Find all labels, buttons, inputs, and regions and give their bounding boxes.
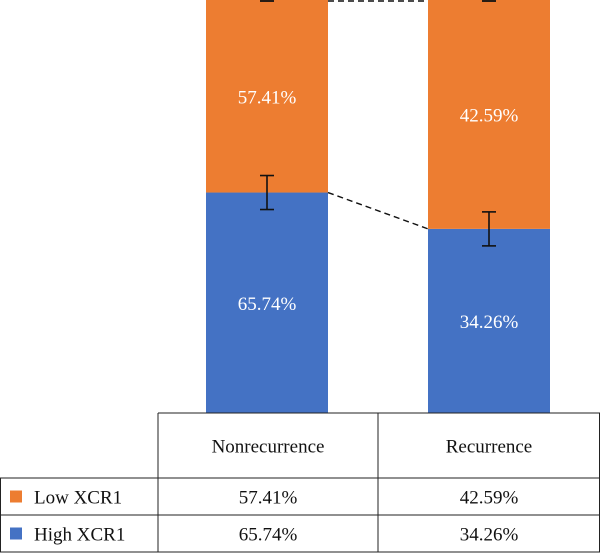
legend-swatch-low-xcr1 [10, 490, 22, 503]
bars-layer [206, 0, 550, 413]
bar-labels: 65.74% 57.41% 34.26% 42.59% [238, 87, 519, 333]
table-cell: 34.26% [460, 525, 519, 546]
connector-line-junction [327, 191, 429, 230]
bar-low-xcr1-recurrence [428, 0, 550, 229]
legend-swatch-high-xcr1 [10, 527, 22, 540]
bar-high-xcr1-recurrence [428, 228, 550, 413]
bar-label-high-xcr1-nonrecurrence: 65.74% [238, 294, 297, 315]
data-table: Nonrecurrence Recurrence Low XCR1 57.41% 42.… [0, 412, 600, 553]
error-bar-recurrence [482, 211, 496, 247]
legend-label-high-xcr1: High XCR1 [34, 525, 125, 546]
legend-label-low-xcr1: Low XCR1 [34, 488, 122, 509]
table-cell: 42.59% [460, 488, 519, 509]
bar-label-low-xcr1-nonrecurrence: 57.41% [238, 87, 297, 108]
connector-lines [327, 0, 429, 230]
table-cell: 57.41% [239, 488, 298, 509]
bar-high-xcr1-nonrecurrence [206, 192, 328, 413]
error-bars [260, 0, 496, 247]
table-header-recurrence: Recurrence [446, 437, 533, 458]
bar-low-xcr1-nonrecurrence [206, 0, 328, 193]
bar-label-high-xcr1-recurrence: 34.26% [460, 312, 519, 333]
table-header-nonrecurrence: Nonrecurrence [212, 437, 325, 458]
table-cell: 65.74% [239, 525, 298, 546]
bar-label-low-xcr1-recurrence: 42.59% [460, 105, 519, 126]
error-bar-nonrecurrence [260, 174, 274, 211]
